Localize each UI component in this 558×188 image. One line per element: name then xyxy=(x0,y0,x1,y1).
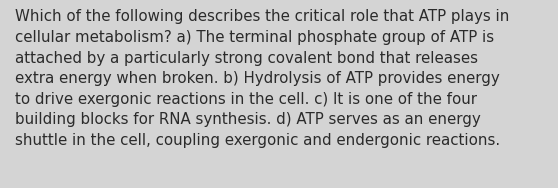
Text: Which of the following describes the critical role that ATP plays in
cellular me: Which of the following describes the cri… xyxy=(16,9,510,148)
